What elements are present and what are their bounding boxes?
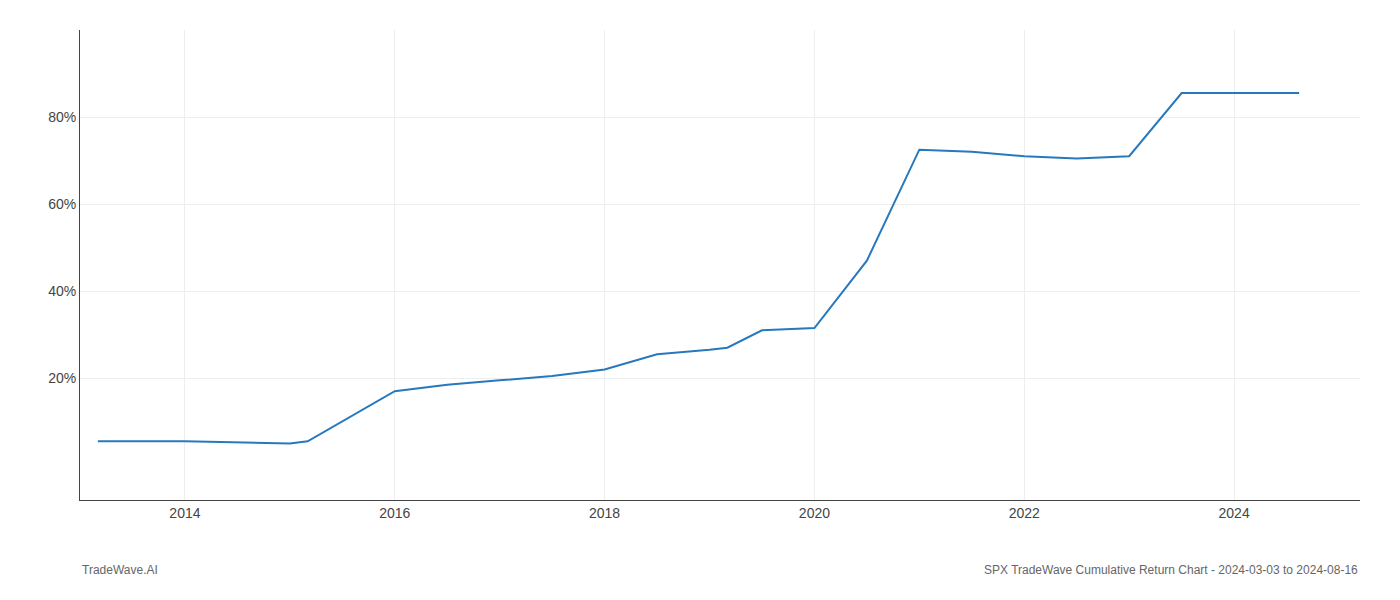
svg-text:2020: 2020 — [799, 505, 830, 521]
svg-text:20%: 20% — [48, 370, 76, 386]
svg-text:2014: 2014 — [169, 505, 200, 521]
svg-text:SPX TradeWave Cumulative Retur: SPX TradeWave Cumulative Return Chart - … — [984, 563, 1358, 577]
svg-text:2016: 2016 — [379, 505, 410, 521]
svg-text:2024: 2024 — [1219, 505, 1250, 521]
svg-text:80%: 80% — [48, 109, 76, 125]
svg-text:40%: 40% — [48, 283, 76, 299]
svg-text:60%: 60% — [48, 196, 76, 212]
svg-text:2022: 2022 — [1009, 505, 1040, 521]
svg-text:TradeWave.AI: TradeWave.AI — [82, 563, 158, 577]
svg-text:2018: 2018 — [589, 505, 620, 521]
